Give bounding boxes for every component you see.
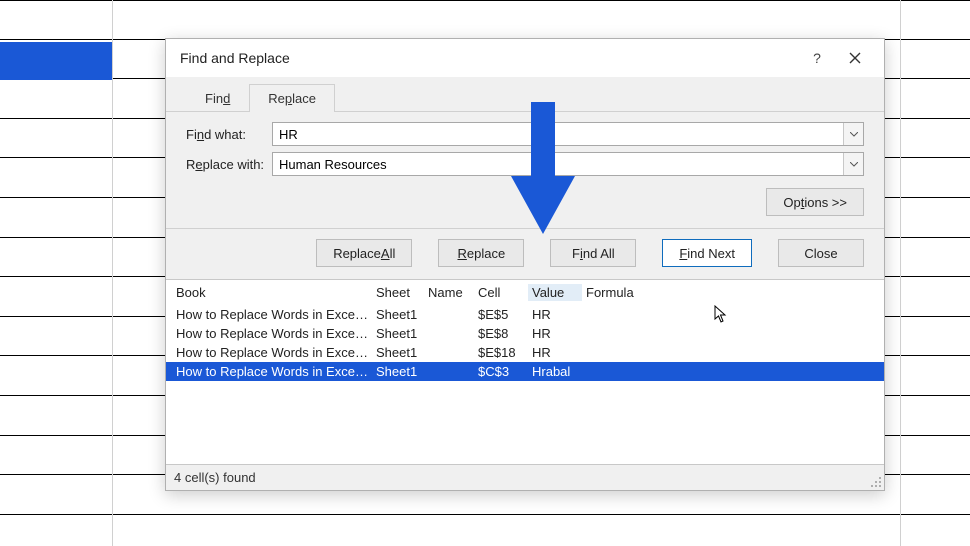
results-header-row: Book Sheet Name Cell Value Formula [166, 280, 884, 305]
cell-book: How to Replace Words in Excel.xlsx [172, 364, 372, 379]
dialog-title: Find and Replace [180, 50, 798, 66]
col-formula[interactable]: Formula [582, 284, 662, 301]
find-replace-dialog: Find and Replace ? Find Replace Find wha… [165, 38, 885, 491]
replace-with-input[interactable] [273, 153, 843, 175]
find-all-button[interactable]: Find All [550, 239, 636, 267]
find-what-dropdown-icon[interactable] [843, 123, 863, 145]
replace-with-label: Replace with: [186, 157, 272, 172]
col-sheet[interactable]: Sheet [372, 284, 424, 301]
find-what-label: Find what: [186, 127, 272, 142]
tab-find-label: Find [205, 91, 230, 106]
cell-book: How to Replace Words in Excel.xlsx [172, 326, 372, 341]
dialog-titlebar[interactable]: Find and Replace ? [166, 39, 884, 77]
cell-cell: $E$5 [474, 307, 528, 322]
find-next-button[interactable]: Find Next [662, 239, 752, 267]
tab-replace[interactable]: Replace [249, 84, 335, 112]
cell-sheet: Sheet1 [372, 345, 424, 360]
selected-cell [0, 42, 112, 80]
close-button[interactable]: Close [778, 239, 864, 267]
results-row[interactable]: How to Replace Words in Excel.xlsxSheet1… [166, 324, 884, 343]
replace-all-button[interactable]: Replace All [316, 239, 412, 267]
sheet-gridline [900, 0, 901, 546]
find-what-input[interactable] [273, 123, 843, 145]
resize-grip-icon[interactable] [870, 476, 882, 488]
sheet-gridline [112, 0, 113, 546]
dialog-button-row: Replace All Replace Find All Find Next C… [166, 229, 884, 279]
sheet-row [0, 0, 970, 40]
results-pane: Book Sheet Name Cell Value Formula How t… [166, 279, 884, 464]
replace-with-combo[interactable] [272, 152, 864, 176]
tab-strip: Find Replace [166, 79, 884, 112]
results-row[interactable]: How to Replace Words in Excel.xlsxSheet1… [166, 305, 884, 324]
replace-button[interactable]: Replace [438, 239, 524, 267]
cell-value: HR [528, 307, 582, 322]
cell-sheet: Sheet1 [372, 364, 424, 379]
tab-find[interactable]: Find [186, 84, 249, 112]
options-button[interactable]: Options >> [766, 188, 864, 216]
cell-value: Hrabal [528, 364, 582, 379]
cell-sheet: Sheet1 [372, 307, 424, 322]
cell-cell: $E$18 [474, 345, 528, 360]
results-row[interactable]: How to Replace Words in Excel.xlsxSheet1… [166, 343, 884, 362]
cell-book: How to Replace Words in Excel.xlsx [172, 307, 372, 322]
col-spacer [662, 284, 878, 301]
replace-with-dropdown-icon[interactable] [843, 153, 863, 175]
cell-cell: $C$3 [474, 364, 528, 379]
cell-book: How to Replace Words in Excel.xlsx [172, 345, 372, 360]
results-body[interactable]: How to Replace Words in Excel.xlsxSheet1… [166, 305, 884, 464]
cell-value: HR [528, 345, 582, 360]
sheet-row [0, 515, 970, 546]
dialog-body: Find what: Replace with: Options >> [166, 112, 884, 229]
help-button[interactable]: ? [798, 44, 836, 72]
cell-cell: $E$8 [474, 326, 528, 341]
find-what-combo[interactable] [272, 122, 864, 146]
col-book[interactable]: Book [172, 284, 372, 301]
col-cell[interactable]: Cell [474, 284, 528, 301]
col-value[interactable]: Value [528, 284, 582, 301]
results-row[interactable]: How to Replace Words in Excel.xlsxSheet1… [166, 362, 884, 381]
status-bar: 4 cell(s) found [166, 464, 884, 490]
col-name[interactable]: Name [424, 284, 474, 301]
tab-replace-label: Replace [268, 91, 316, 106]
status-text: 4 cell(s) found [174, 470, 256, 485]
cell-value: HR [528, 326, 582, 341]
close-icon[interactable] [836, 44, 874, 72]
cell-sheet: Sheet1 [372, 326, 424, 341]
